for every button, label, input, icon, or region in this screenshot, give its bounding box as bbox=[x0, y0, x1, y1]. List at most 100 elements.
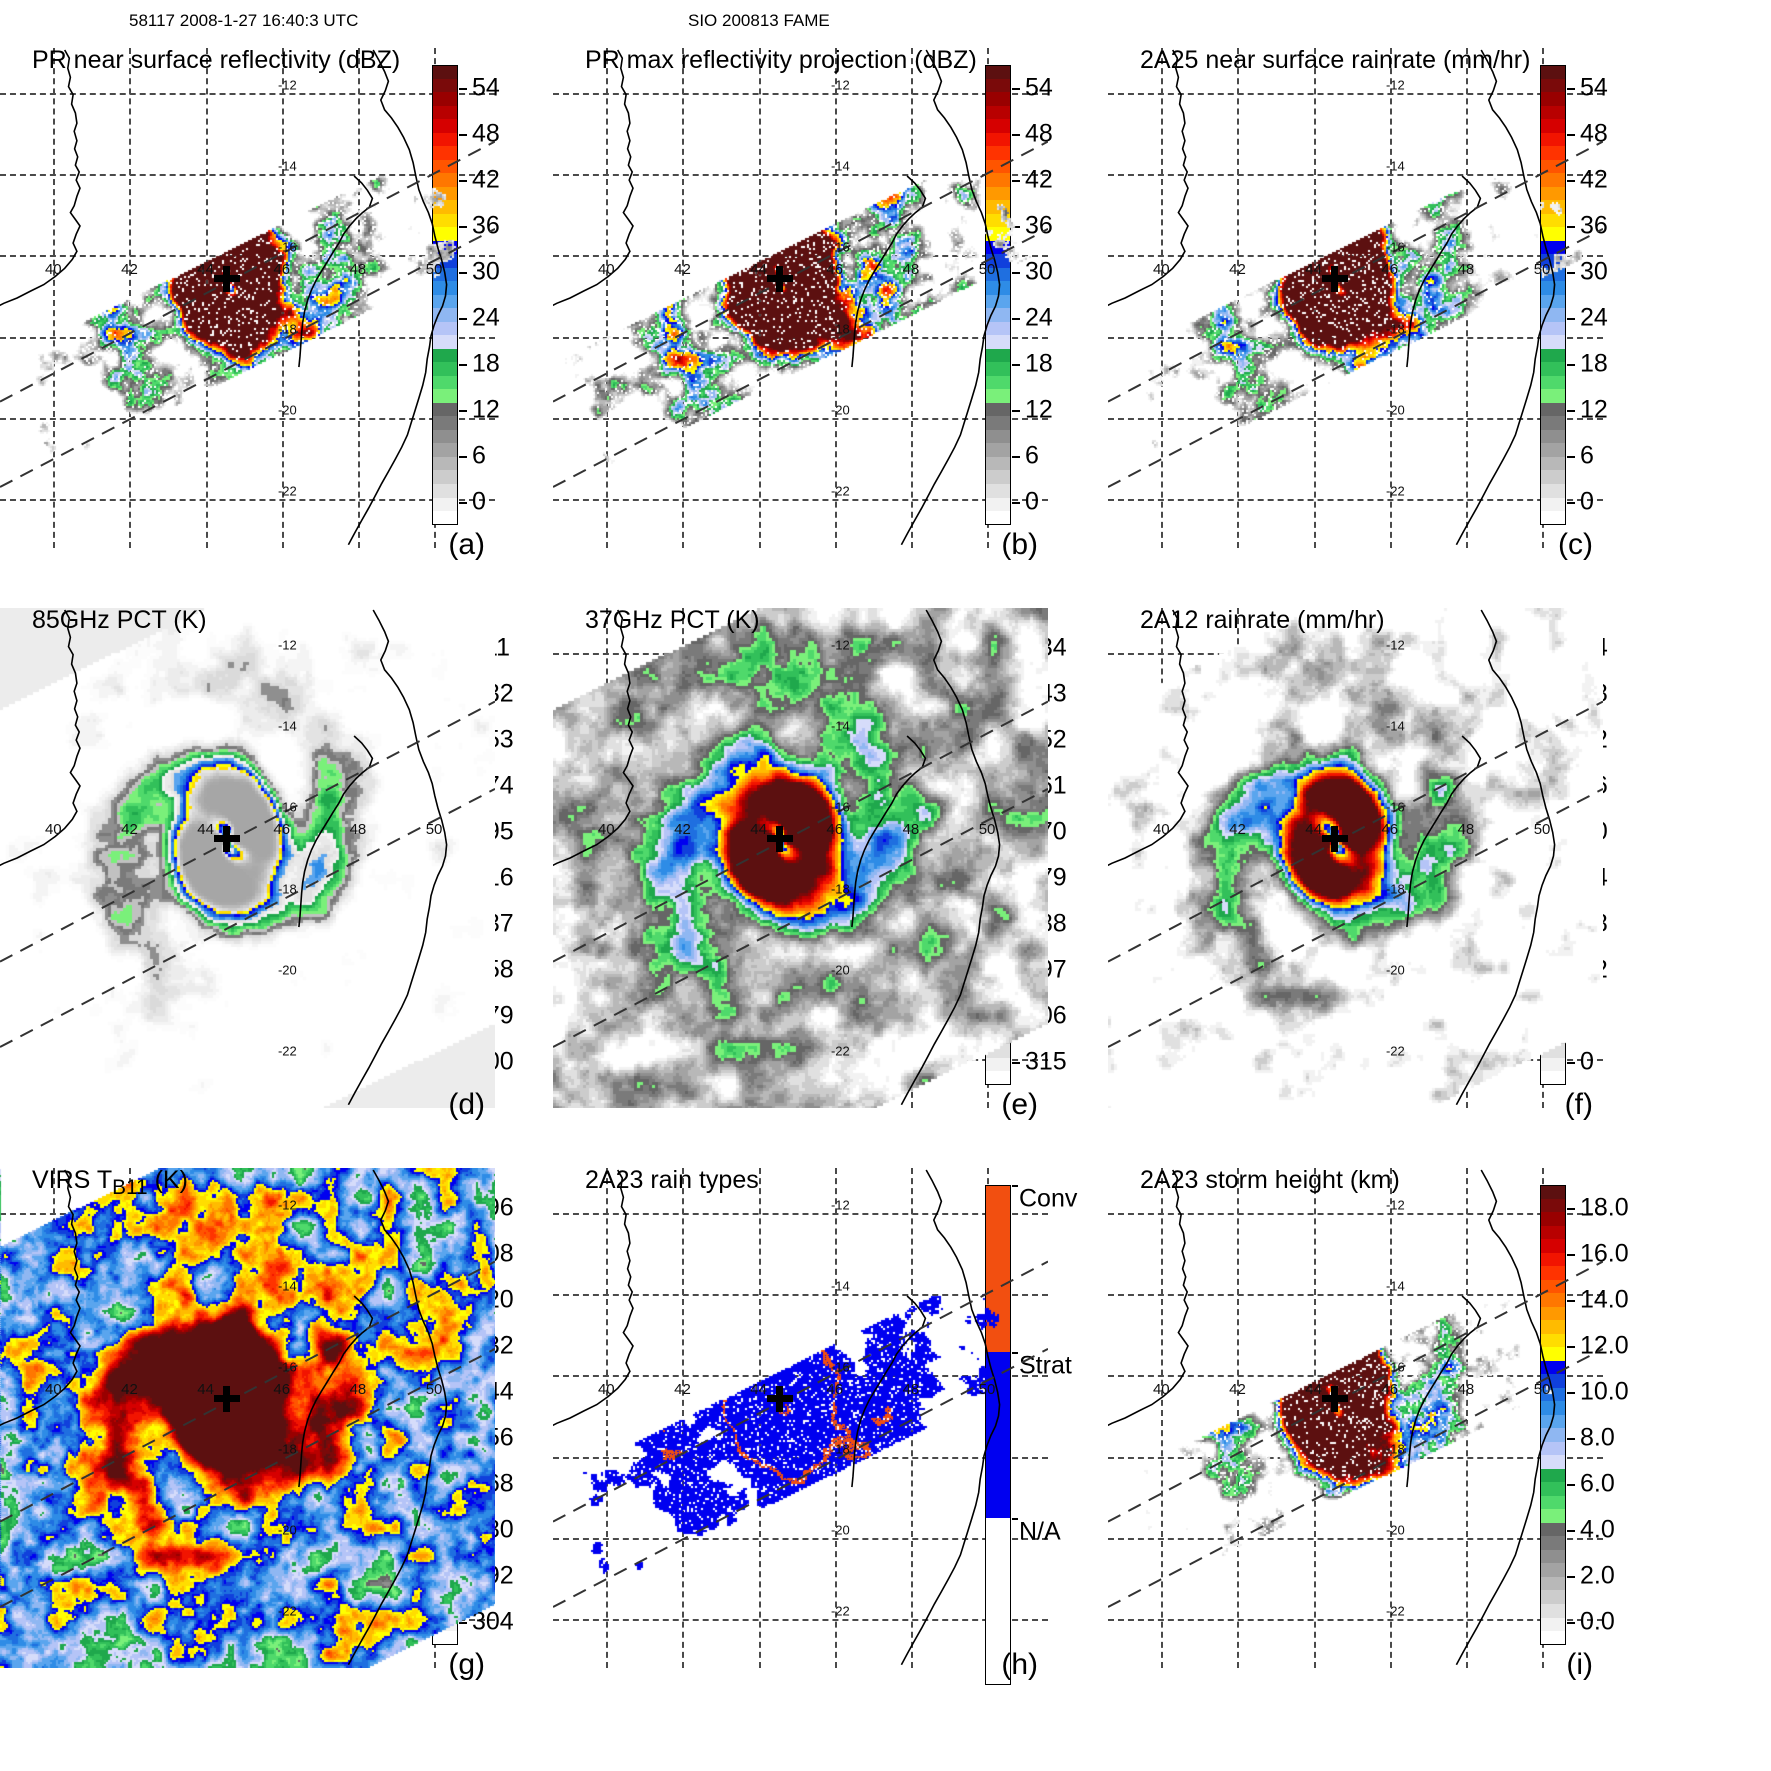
map-canvas: 40 42 44 46 48 50 -12 -14 -16 -18 -20 -22 bbox=[553, 48, 1048, 548]
longitude-label: 42 bbox=[121, 1381, 138, 1399]
tc-center-marker bbox=[766, 825, 793, 852]
tc-center-marker bbox=[1321, 265, 1348, 292]
longitude-label: 48 bbox=[1457, 821, 1475, 839]
latitude-label: -14 bbox=[830, 718, 850, 734]
map-canvas: 40 42 44 46 48 50 -12 -14 -16 -18 -20 -22 bbox=[0, 1168, 495, 1668]
longitude-label: 42 bbox=[674, 1381, 691, 1399]
tc-center-marker bbox=[766, 1385, 793, 1412]
longitude-label: 46 bbox=[826, 821, 844, 839]
swath-data-layer bbox=[1108, 608, 1603, 1108]
longitude-label: 46 bbox=[273, 261, 291, 279]
latitude-label: -12 bbox=[1385, 77, 1405, 93]
longitude-label: 50 bbox=[978, 1381, 996, 1399]
latitude-label: -18 bbox=[830, 1441, 850, 1457]
panel-title: 2A12 rainrate (mm/hr) bbox=[1140, 606, 1385, 634]
latitude-label: -22 bbox=[1385, 1043, 1405, 1059]
latitude-label: -12 bbox=[830, 1197, 850, 1213]
longitude-label: 48 bbox=[902, 261, 920, 279]
map-canvas: 40 42 44 46 48 50 -12 -14 -16 -18 -20 -22 bbox=[553, 1168, 1048, 1668]
longitude-label: 44 bbox=[750, 821, 767, 839]
latitude-label: -12 bbox=[830, 637, 850, 653]
longitude-label: 44 bbox=[1305, 1381, 1322, 1399]
longitude-label: 46 bbox=[826, 1381, 844, 1399]
longitude-label: 48 bbox=[902, 1381, 920, 1399]
longitude-label: 40 bbox=[44, 821, 62, 839]
longitude-label: 40 bbox=[44, 261, 62, 279]
latitude-label: -14 bbox=[830, 158, 850, 174]
latitude-label: -20 bbox=[830, 402, 850, 418]
swath-data-layer bbox=[0, 1168, 495, 1668]
panel-label: (c) bbox=[1558, 528, 1593, 561]
panel-title: 85GHz PCT (K) bbox=[32, 606, 207, 634]
map-canvas: 40 42 44 46 48 50 -12 -14 -16 -18 -20 -22 bbox=[0, 48, 495, 548]
longitude-label: 44 bbox=[750, 1381, 767, 1399]
map-canvas: 40 42 44 46 48 50 -12 -14 -16 -18 -20 -22 bbox=[1108, 1168, 1603, 1668]
panel-title: 2A25 near surface rainrate (mm/hr) bbox=[1140, 46, 1531, 74]
panel-label: (a) bbox=[448, 528, 485, 561]
longitude-label: 50 bbox=[978, 261, 996, 279]
longitude-label: 40 bbox=[1152, 821, 1170, 839]
longitude-label: 50 bbox=[1533, 261, 1551, 279]
tc-center-marker bbox=[1321, 1385, 1348, 1412]
panel-label: (h) bbox=[1001, 1648, 1038, 1681]
panel-title: VIRS TB11 (K) bbox=[32, 1166, 188, 1199]
latitude-label: -22 bbox=[830, 483, 850, 499]
longitude-label: 42 bbox=[674, 821, 691, 839]
longitude-label: 50 bbox=[425, 821, 443, 839]
longitude-label: 42 bbox=[1229, 261, 1246, 279]
panel-a: PR near surface reflectivity (dBZ) 40 42 44… bbox=[0, 20, 590, 580]
panel-i: 2A23 storm height (km) 40 42 44 46 48 50 -12 -14… bbox=[1108, 1140, 1698, 1700]
latitude-label: -16 bbox=[830, 239, 850, 255]
longitude-label: 40 bbox=[597, 821, 615, 839]
longitude-label: 46 bbox=[1381, 821, 1399, 839]
latitude-label: -20 bbox=[1385, 962, 1405, 978]
panel-c: 2A25 near surface rainrate (mm/hr) 40 42 44… bbox=[1108, 20, 1698, 580]
swath-data-layer bbox=[553, 48, 1048, 548]
map-canvas: 40 42 44 46 48 50 -12 -14 -16 -18 -20 -22 bbox=[1108, 608, 1603, 1108]
longitude-label: 42 bbox=[1229, 1381, 1246, 1399]
longitude-label: 48 bbox=[349, 1381, 367, 1399]
longitude-label: 46 bbox=[273, 1381, 291, 1399]
latitude-label: -14 bbox=[277, 1278, 297, 1294]
panel-label: (e) bbox=[1001, 1088, 1038, 1121]
latitude-label: -22 bbox=[1385, 1603, 1405, 1619]
latitude-label: -12 bbox=[830, 77, 850, 93]
latitude-label: -18 bbox=[830, 881, 850, 897]
panel-h: 2A23 rain types 40 42 44 46 48 50 -12 -14 -16 -18 -… bbox=[553, 1140, 1143, 1700]
latitude-label: -18 bbox=[1385, 1441, 1405, 1457]
latitude-label: -18 bbox=[277, 321, 297, 337]
panel-label: (b) bbox=[1001, 528, 1038, 561]
longitude-label: 44 bbox=[1305, 821, 1322, 839]
header-storm-id: SIO 200813 FAME bbox=[688, 11, 830, 30]
longitude-label: 44 bbox=[750, 261, 767, 279]
panel-title: 2A23 rain types bbox=[585, 1166, 759, 1194]
latitude-label: -22 bbox=[830, 1603, 850, 1619]
panel-title: PR near surface reflectivity (dBZ) bbox=[32, 46, 401, 74]
latitude-label: -22 bbox=[277, 483, 297, 499]
longitude-label: 44 bbox=[197, 261, 214, 279]
panel-b: PR max reflectivity projection (dBZ) 40 42… bbox=[553, 20, 1143, 580]
swath-data-layer bbox=[0, 608, 495, 1108]
latitude-label: -12 bbox=[1385, 1197, 1405, 1213]
panel-d: 85GHz PCT (K) 40 42 44 46 48 50 -12 -14 -16 -18 -20… bbox=[0, 580, 590, 1140]
panel-f: 2A12 rainrate (mm/hr) 40 42 44 46 48 50 -12 -14 -… bbox=[1108, 580, 1698, 1140]
tc-center-marker bbox=[1321, 825, 1348, 852]
latitude-label: -16 bbox=[830, 799, 850, 815]
latitude-label: -20 bbox=[1385, 402, 1405, 418]
swath-data-layer bbox=[0, 48, 495, 548]
latitude-label: -16 bbox=[277, 239, 297, 255]
latitude-label: -16 bbox=[1385, 1359, 1405, 1375]
swath-data-layer bbox=[553, 608, 1048, 1108]
longitude-label: 48 bbox=[902, 821, 920, 839]
longitude-label: 40 bbox=[1152, 1381, 1170, 1399]
map-area: 40 42 44 46 48 50 -12 -14 -16 -18 -20 -22 bbox=[553, 1140, 1048, 1700]
longitude-label: 50 bbox=[978, 821, 996, 839]
swath-data-layer bbox=[553, 1168, 1048, 1668]
longitude-label: 46 bbox=[273, 821, 291, 839]
latitude-label: -22 bbox=[277, 1043, 297, 1059]
longitude-label: 40 bbox=[1152, 261, 1170, 279]
panel-title: 2A23 storm height (km) bbox=[1140, 1166, 1400, 1194]
latitude-label: -18 bbox=[1385, 881, 1405, 897]
longitude-label: 44 bbox=[197, 821, 214, 839]
